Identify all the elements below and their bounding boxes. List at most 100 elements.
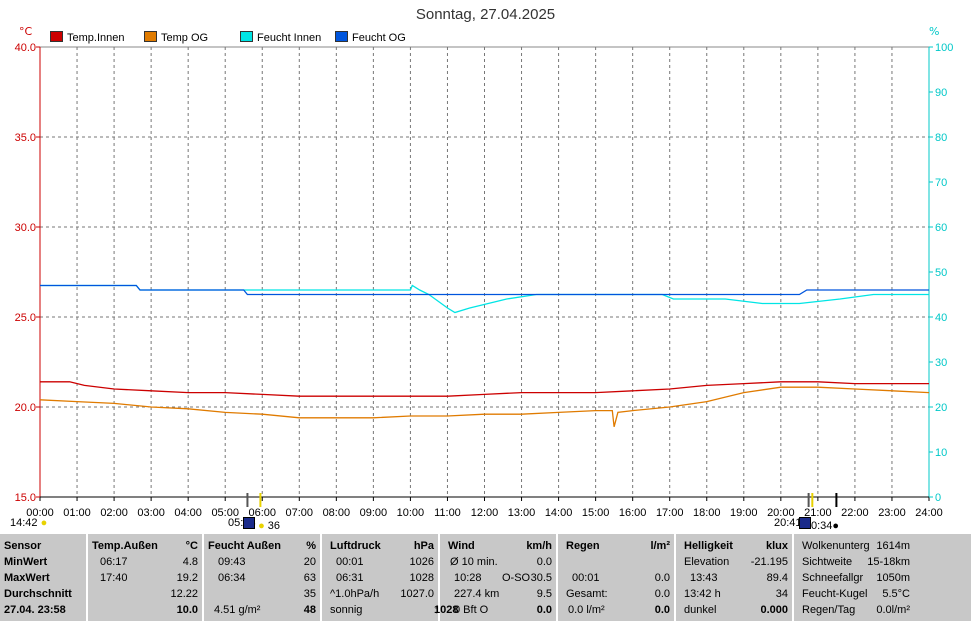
hell-elev-label: Elevation (684, 556, 730, 568)
hell-current: 0.000 (760, 604, 788, 616)
temp-min-time: 06:17 (100, 556, 128, 568)
x-tick-label: 12:00 (471, 507, 499, 519)
legend-item-feucht-og: Feucht OG (335, 31, 406, 44)
feuchtkugel-value: 5.5°C (882, 588, 910, 600)
durchschnitt-label: Durchschnitt (4, 588, 72, 600)
y-right-tick-label: 40 (935, 312, 947, 324)
x-tick-label: 00:00 (26, 507, 54, 519)
druck-unit: hPa (413, 540, 434, 552)
sunset-time-marker: 20:41 (774, 517, 802, 529)
y-left-tick-label: 30.0 (15, 222, 36, 234)
current-timestamp: 27.04. 23:58 (4, 604, 66, 616)
feucht-current: 48 (303, 604, 316, 616)
trend-up-arrow-icon: ↑ (434, 604, 440, 616)
legend-swatch (50, 31, 63, 42)
panel-wind: Wind km/h Ø 10 min. 0.0 10:28 O-SO 30.5 227.… (440, 534, 558, 621)
temp-min: 4.8 (182, 556, 198, 568)
sunset-icon (799, 517, 811, 529)
sun-icon: ● (40, 517, 48, 529)
wind-distance: 227.4 km (454, 588, 500, 600)
x-tick-label: 01:00 (63, 507, 91, 519)
maxwert-label: MaxWert (4, 572, 50, 584)
panel-druck: Luftdruck hPa 00:01 1026 06:31 1028 ^1.0hPa… (322, 534, 458, 621)
wolken-value: 1614m (876, 540, 910, 552)
temp-unit: °C (185, 540, 198, 552)
y-right-tick-label: 100 (935, 42, 953, 54)
y-left-tick-label: 35.0 (15, 132, 36, 144)
feucht-header: Feucht Außen (208, 540, 281, 552)
y-right-tick-label: 60 (935, 222, 947, 234)
regen-tag-label: Regen/Tag (802, 604, 856, 616)
wolken-label: Wolkenunterg (802, 540, 870, 552)
hell-state: dunkel (684, 604, 717, 616)
regen-value: 0.0 (654, 572, 670, 584)
wind-header: Wind (448, 540, 475, 552)
y-left-tick-label: 20.0 (15, 402, 36, 414)
wind-avg-label: Ø 10 min. (450, 556, 498, 568)
hell-unit: klux (765, 540, 788, 552)
x-tick-label: 18:00 (693, 507, 721, 519)
sichtweite-value: 15-18km (867, 556, 910, 568)
y-right-tick-label: 80 (935, 132, 947, 144)
hell-duration-value: 34 (775, 588, 788, 600)
x-tick-label: 08:00 (323, 507, 351, 519)
temp-header: Temp.Außen (92, 540, 158, 552)
panel-helligkeit: Helligkeit klux Elevation -21.195 13:43 89.… (676, 534, 794, 621)
x-tick-label: 19:00 (730, 507, 758, 519)
panel-regen: Regen l/m² 00:01 0.0 Gesamt: 0.0 0.0 l/m² 0.… (558, 534, 676, 621)
y-right-tick-label: 90 (935, 87, 947, 99)
hell-elev: -21.195 (750, 556, 788, 568)
regen-tag-value: 0.0l/m² (876, 604, 910, 616)
wind-bft: 0 Bft O (454, 604, 489, 616)
x-tick-label: 02:00 (100, 507, 128, 519)
x-tick-label: 11:00 (434, 507, 461, 519)
hell-duration: 13:42 h (684, 588, 721, 600)
y-left-tick-label: 40.0 (15, 42, 36, 54)
feucht-unit: % (306, 540, 316, 552)
wind-unit: km/h (526, 540, 552, 552)
sunrise-marker: 14:42 ● (10, 517, 48, 529)
regen-unit: l/m² (650, 540, 670, 552)
temp-max: 19.2 (176, 572, 198, 584)
wind-gust-time: 10:28 (454, 572, 482, 584)
y-left-tick-label: 15.0 (15, 492, 36, 504)
wind-gust-dir: O-SO (502, 572, 531, 584)
x-tick-label: 13:00 (508, 507, 536, 519)
druck-max-time: 06:31 (336, 572, 364, 584)
data-panel (0, 534, 971, 621)
x-tick-label: 03:00 (137, 507, 165, 519)
hell-max-time: 13:43 (690, 572, 718, 584)
temp-avg: 12.22 (170, 588, 198, 600)
hell-max: 89.4 (766, 572, 788, 584)
y-right-tick-label: 50 (935, 267, 947, 279)
series-line-temp-og (39, 386, 930, 427)
wind-avg: 0.0 (536, 556, 552, 568)
temp-current: 10.0 (176, 604, 198, 616)
legend-item-feucht-innen: Feucht Innen (240, 31, 321, 44)
sichtweite-label: Sichtweite (802, 556, 853, 568)
panel-wolken: Wolkenunterg 1614m Sichtweite 15-18km Schn… (794, 534, 914, 621)
regen-hour: 0.0 l/m² (568, 604, 605, 616)
minwert-label: MinWert (4, 556, 48, 568)
x-tick-label: 16:00 (619, 507, 647, 519)
feucht-min: 20 (303, 556, 316, 568)
druck-header: Luftdruck (330, 540, 381, 552)
regen-time: 00:01 (572, 572, 600, 584)
x-tick-label: 04:00 (174, 507, 202, 519)
panel-temp: Temp.Außen °C 06:17 4.8 17:40 19.2 12.22 10… (88, 534, 204, 621)
y-left-tick-label: 25.0 (15, 312, 36, 324)
sunrise-icon-marker: ● 36 (243, 517, 280, 532)
right-axis-unit: % (929, 25, 940, 38)
x-tick-label: 17:00 (656, 507, 684, 519)
x-tick-label: 24:00 (915, 507, 943, 519)
x-tick-label: 14:00 (545, 507, 573, 519)
regen-current: 0.0 (654, 604, 670, 616)
left-axis-unit: °C (19, 25, 33, 38)
series-line-feucht-og (40, 284, 929, 296)
x-tick-label: 10:00 (397, 507, 425, 519)
regen-total-label: Gesamt: (566, 588, 608, 600)
druck-trend-label: ^1.0hPa/h (330, 588, 380, 600)
legend-swatch (240, 31, 253, 42)
y-right-tick-label: 30 (935, 357, 947, 369)
